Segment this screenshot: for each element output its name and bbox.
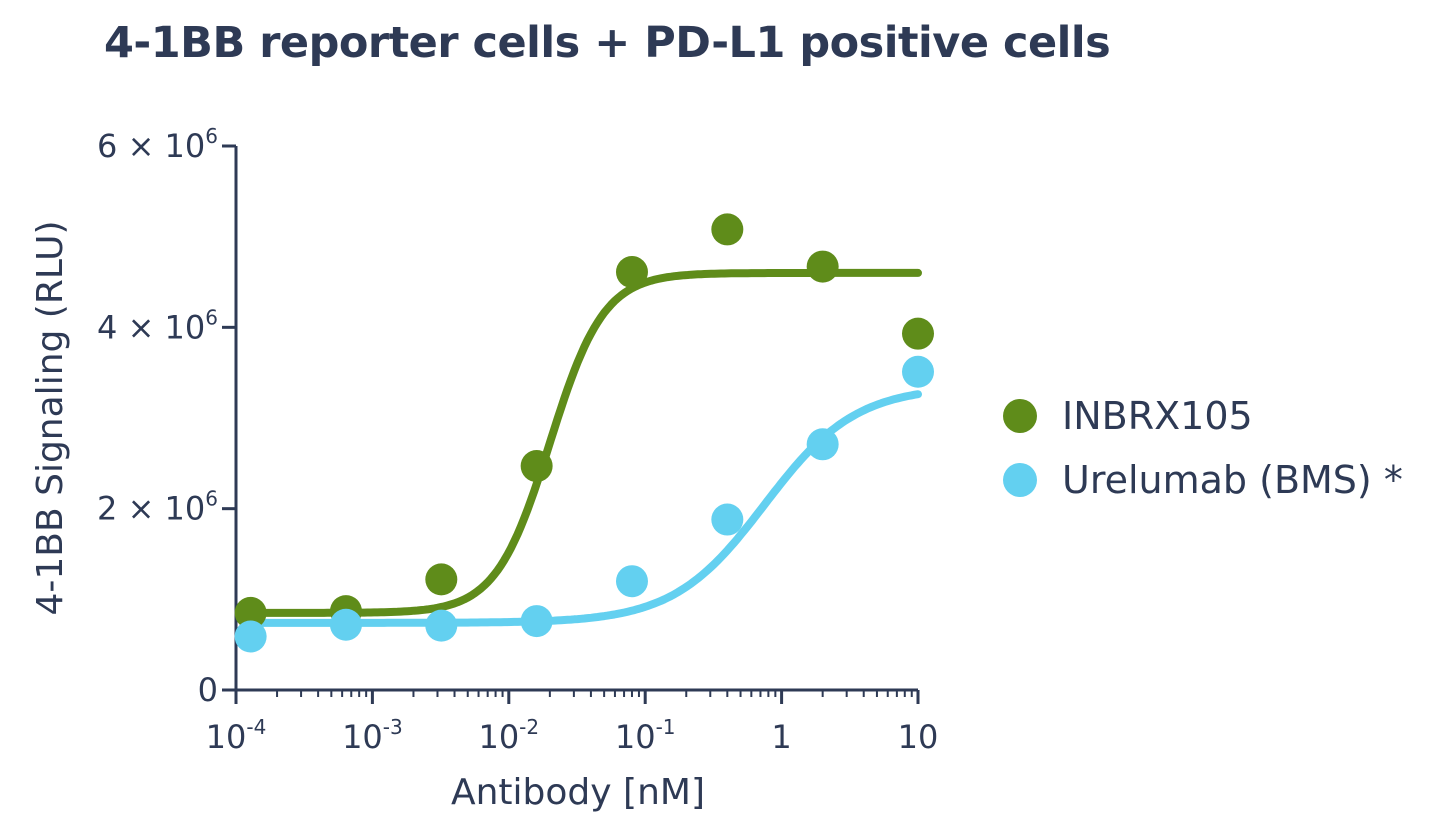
x-tick-label-5: 10: [898, 718, 939, 756]
data-point-s0-7: [902, 317, 934, 350]
x-tick-base-5: 10: [898, 718, 939, 756]
chart-title: 4-1BB reporter cells + PD-L1 positive ce…: [104, 18, 1111, 68]
data-point-s1-2: [425, 609, 458, 642]
y-tick-mantissa-1: 2 ×: [97, 490, 165, 528]
data-point-s0-3: [520, 450, 553, 483]
legend: INBRX105 Urelumab (BMS) *: [1003, 394, 1403, 502]
y-tick-mantissa-3: 6 ×: [97, 127, 165, 165]
legend-label-0: INBRX105: [1062, 394, 1253, 438]
x-tick-label-0: 10-4: [206, 715, 267, 756]
x-tick-base-3: 10: [615, 718, 656, 756]
y-tick-base-1: 10: [165, 490, 206, 528]
x-tick-base-1: 10: [342, 718, 383, 756]
y-tick-label-2: 4 × 106: [97, 305, 218, 346]
y-axis-label: 4-1BB Signaling (RLU): [30, 220, 71, 615]
y-tick-base-2: 10: [165, 308, 206, 346]
x-tick-label-1: 10-3: [342, 715, 403, 756]
x-tick-base-2: 10: [478, 718, 519, 756]
data-point-s0-6: [806, 250, 839, 283]
y-tick-label-3: 6 × 106: [97, 124, 218, 165]
data-point-s1-3: [520, 605, 553, 638]
x-tick-label-2: 10-2: [478, 715, 539, 756]
y-tick-exp-1: 6: [205, 487, 218, 511]
data-point-s1-0: [234, 620, 267, 653]
data-point-s1-5: [711, 503, 744, 536]
y-tick-label-1: 2 × 106: [97, 487, 218, 528]
data-point-s1-4: [615, 565, 648, 598]
x-tick-exp-1: -3: [383, 715, 403, 739]
y-tick-exp-2: 6: [205, 305, 218, 329]
legend-marker-1: [1003, 463, 1037, 497]
x-axis-label: Antibody [nM]: [451, 772, 705, 813]
fit-curve-1: [246, 390, 922, 627]
legend-marker-0: [1003, 399, 1037, 433]
x-tick-exp-0: -4: [246, 715, 266, 739]
x-tick-exp-2: -2: [519, 715, 539, 739]
data-point-s1-7: [902, 355, 934, 388]
data-point-s0-2: [425, 563, 458, 596]
y-tick-base-3: 10: [165, 127, 206, 165]
legend-label-1: Urelumab (BMS) *: [1062, 458, 1403, 502]
x-tick-label-3: 10-1: [615, 715, 676, 756]
data-points-layer: [234, 213, 934, 653]
y-tick-exp-3: 6: [205, 124, 218, 148]
data-point-s1-1: [329, 608, 362, 641]
y-tick-mantissa-0: 0: [198, 671, 218, 709]
y-tick-label-0: 0: [198, 671, 218, 709]
y-tick-mantissa-2: 4 ×: [97, 308, 165, 346]
x-tick-base-4: 1: [771, 718, 791, 756]
x-tick-base-0: 10: [206, 718, 247, 756]
x-tick-exp-3: -1: [656, 715, 676, 739]
data-point-s1-6: [806, 428, 839, 461]
data-point-s0-4: [615, 256, 648, 289]
data-point-s0-5: [711, 213, 744, 246]
x-tick-label-4: 1: [771, 718, 791, 756]
data-point-s0-0: [234, 596, 267, 629]
